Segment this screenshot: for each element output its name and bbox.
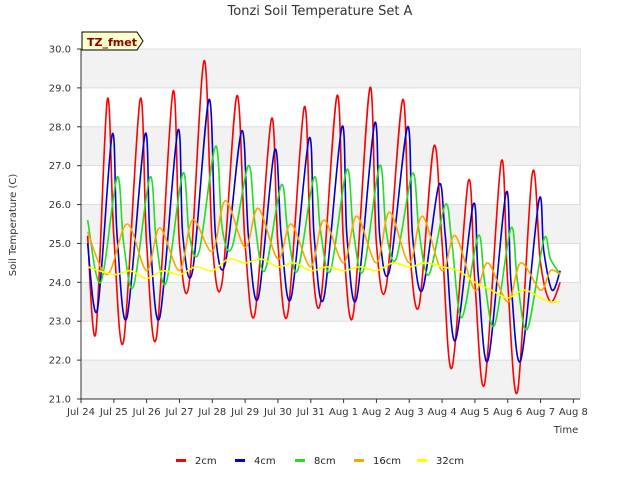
legend-label-16cm: 16cm: [373, 456, 401, 467]
y-tick-label: 23.0: [49, 317, 71, 328]
x-tick-label: Jul 24: [66, 407, 95, 418]
x-tick-label: Jul 30: [263, 407, 292, 418]
legend-label-2cm: 2cm: [195, 456, 217, 467]
x-tick-label: Jul 31: [296, 407, 325, 418]
x-axis-label: Time: [553, 425, 578, 436]
tz-badge: TZ_fmet: [81, 31, 144, 51]
x-tick-label: Aug 5: [460, 407, 489, 418]
legend-swatch-4cm: [235, 459, 245, 462]
series-line-4cm: [86, 98, 561, 363]
legend-label-32cm: 32cm: [436, 456, 464, 467]
y-tick-label: 29.0: [49, 83, 71, 94]
grid-band: [81, 49, 580, 88]
y-axis-label: Soil Temperature (C): [8, 174, 19, 277]
x-tick-label: Aug 3: [395, 407, 424, 418]
legend-label-4cm: 4cm: [254, 456, 276, 467]
x-tick-label: Aug 7: [526, 407, 555, 418]
x-axis-ticks: Jul 24 Jul 25 Jul 26 Jul 27 Jul 28 Jul 29 Jul …: [66, 49, 588, 418]
x-tick-label: Jul 26: [132, 407, 161, 418]
x-tick-label: Aug 4: [428, 407, 457, 418]
legend-swatch-8cm: [295, 459, 305, 462]
y-tick-label: 24.0: [49, 278, 71, 289]
x-tick-label: Aug 1: [329, 407, 358, 418]
y-tick-label: 21.0: [49, 395, 71, 406]
series-line-16cm: [86, 199, 561, 303]
y-tick-label: 30.0: [49, 45, 71, 56]
series-line-32cm: [87, 257, 561, 303]
legend-swatch-2cm: [176, 459, 186, 462]
grid-band: [81, 360, 580, 399]
y-tick-label: 26.0: [49, 200, 71, 211]
x-tick-label: Aug 2: [362, 407, 391, 418]
series-line-8cm: [86, 145, 561, 331]
x-tick-label: Jul 25: [99, 407, 128, 418]
series-line-2cm: [86, 59, 561, 395]
x-tick-label: Jul 28: [197, 407, 226, 418]
x-tick-label: Jul 27: [164, 407, 193, 418]
tz-badge-text: TZ_fmet: [87, 36, 137, 49]
x-tick-label: Jul 29: [230, 407, 259, 418]
series-lines: [86, 59, 561, 395]
chart-title: Tonzi Soil Temperature Set A: [227, 4, 413, 19]
y-tick-label: 27.0: [49, 161, 71, 172]
y-tick-label: 25.0: [49, 239, 71, 250]
legend-swatch-32cm: [417, 459, 427, 462]
x-tick-label: Aug 6: [493, 407, 522, 418]
grid-band: [81, 126, 580, 166]
x-tick-label: Aug 8: [559, 407, 588, 418]
y-tick-label: 28.0: [49, 122, 71, 133]
y-tick-label: 22.0: [49, 356, 71, 367]
y-axis-ticks: 21.0 22.0 23.0 24.0 25.0 26.0 27.0 28.0 29.0 30.0: [49, 45, 81, 406]
legend: 2cm 4cm 8cm 16cm 32cm: [176, 456, 464, 467]
legend-swatch-16cm: [354, 459, 364, 462]
legend-label-8cm: 8cm: [314, 456, 336, 467]
